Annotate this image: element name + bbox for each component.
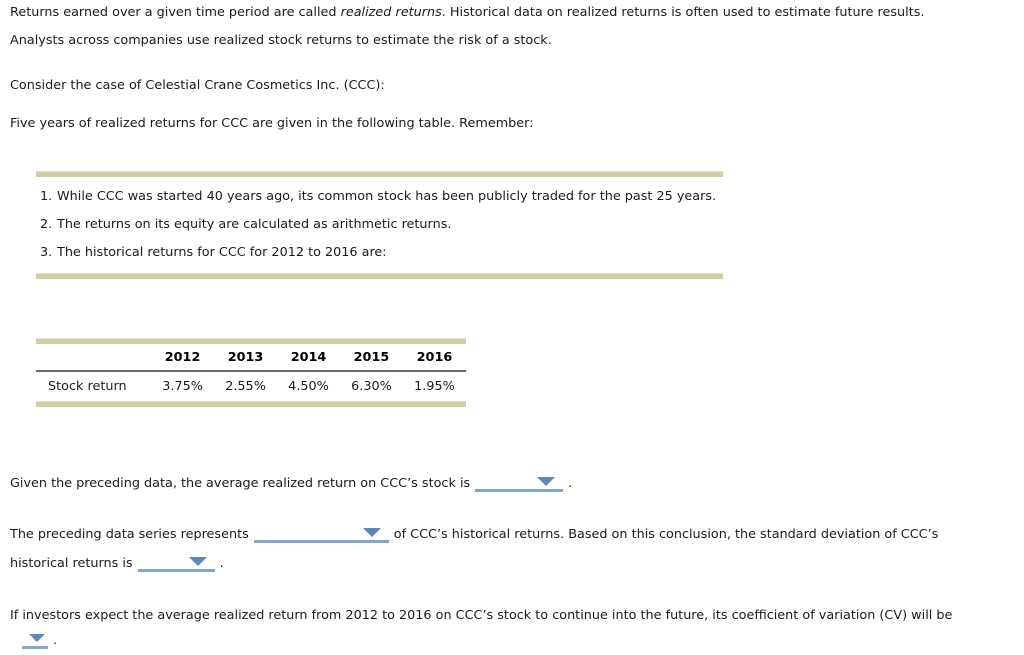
year-header-cell: 2014 (277, 344, 340, 372)
list-item-text: The returns on its equity are calculated… (57, 217, 452, 232)
intro-line-1: Returns earned over a given time period … (10, 5, 1024, 20)
returns-table-bottom-rule (36, 401, 466, 407)
question-data-series-line-1: The preceding data series represents of C… (10, 525, 1024, 543)
chevron-down-icon (29, 634, 45, 642)
list-item: 2. The returns on its equity are calcula… (40, 218, 723, 232)
remember-list: 1. While CCC was started 40 years ago, i… (36, 177, 723, 273)
table-intro: Five years of realized returns for CCC a… (10, 116, 534, 131)
question-suffix: . (219, 556, 224, 571)
list-item: 1. While CCC was started 40 years ago, i… (40, 190, 723, 204)
list-item-number: 3. (40, 245, 53, 260)
chevron-down-icon (188, 557, 207, 566)
return-value-cell: 1.95% (414, 379, 455, 394)
question-data-series-line-2: historical returns is. (10, 554, 1024, 572)
intro-text-after-italic: . Historical data on realized returns is… (441, 5, 925, 20)
remember-box-bottom-rule (36, 273, 723, 279)
chevron-down-icon (537, 477, 556, 486)
question-cv-answer-row: . (10, 631, 1024, 649)
question-text: The preceding data series represents (10, 527, 249, 542)
question-suffix: . (53, 633, 58, 648)
question-cv-text: If investors expect the average realized… (10, 608, 953, 623)
return-value-cell: 4.50% (288, 379, 329, 394)
row-label-cell: Stock return (48, 379, 127, 394)
return-value-cell: 6.30% (351, 379, 392, 394)
question-text: of CCC’s historical returns. Based on th… (393, 527, 939, 542)
data-series-type-dropdown[interactable] (253, 525, 389, 543)
question-suffix: . (568, 476, 573, 491)
list-item: 3. The historical returns for CCC for 20… (40, 246, 723, 260)
standard-deviation-dropdown[interactable] (137, 554, 215, 572)
list-item-text: While CCC was started 40 years ago, its … (57, 189, 717, 204)
return-value-cell: 3.75% (162, 379, 203, 394)
question-average-return: Given the preceding data, the average re… (10, 474, 1024, 492)
case-description: Consider the case of Celestial Crane Cos… (10, 78, 385, 93)
chevron-down-icon (362, 528, 381, 537)
table-header-row: 2012 2013 2014 2015 2016 (36, 344, 466, 372)
returns-table: 2012 2013 2014 2015 2016 Stock return 3.… (36, 338, 466, 407)
year-header-cell: 2012 (151, 344, 215, 372)
question-text: Given the preceding data, the average re… (10, 476, 471, 491)
intro-text-before-italic: Returns earned over a given time period … (10, 5, 341, 20)
year-header-cell: 2015 (339, 344, 403, 372)
table-row: Stock return 3.75% 2.55% 4.50% 6.30% 1.9… (36, 371, 466, 401)
list-item-text: The historical returns for CCC for 2012 … (57, 245, 387, 260)
question-text: historical returns is (10, 556, 133, 571)
coefficient-of-variation-dropdown[interactable] (22, 631, 48, 649)
year-header-cell: 2013 (214, 344, 278, 372)
list-item-number: 1. (40, 189, 53, 204)
return-value-cell: 2.55% (225, 379, 266, 394)
average-return-dropdown[interactable] (475, 474, 564, 492)
empty-header-cell (36, 344, 152, 372)
intro-italic-term: realized returns (340, 5, 442, 20)
returns-table-top-rule (36, 338, 466, 344)
remember-box: 1. While CCC was started 40 years ago, i… (36, 171, 723, 279)
year-header-cell: 2016 (402, 344, 466, 372)
remember-box-top-rule (36, 171, 723, 177)
list-item-number: 2. (40, 217, 53, 232)
intro-line-2: Analysts across companies use realized s… (10, 33, 552, 48)
